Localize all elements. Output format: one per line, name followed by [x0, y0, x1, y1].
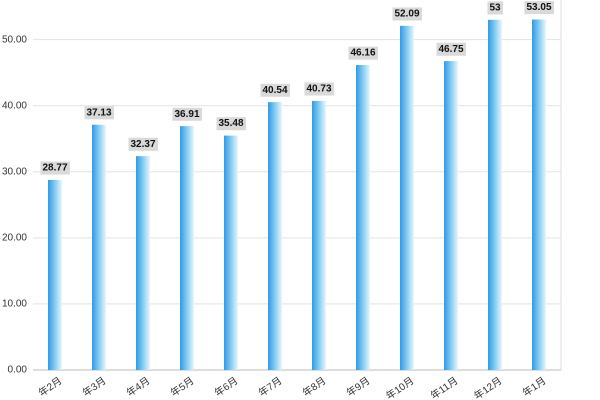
value-label: 53 — [489, 2, 501, 13]
value-label: 46.16 — [350, 48, 375, 59]
y-tick-label: 40.00 — [2, 100, 27, 111]
value-label-box — [524, 1, 554, 15]
value-label: 46.75 — [438, 44, 463, 55]
value-label-group: 53.05 — [524, 1, 554, 15]
value-label-group: 46.75 — [436, 42, 466, 56]
x-tick-label: 年9月 — [344, 374, 372, 399]
bar — [400, 25, 414, 371]
x-tick-label: 年4月 — [124, 374, 152, 399]
value-label-box — [40, 161, 70, 175]
value-label-group: 40.54 — [260, 83, 290, 97]
x-tick-label: 年11月 — [428, 374, 460, 400]
value-label-box — [487, 1, 503, 15]
x-tick-label: 年2月 — [36, 374, 64, 399]
y-tick-label: 50.00 — [2, 34, 27, 45]
value-label: 40.54 — [262, 85, 287, 96]
bar — [48, 179, 62, 370]
value-label: 32.37 — [130, 139, 155, 150]
value-label-group: 46.16 — [348, 46, 378, 60]
value-label-group: 35.48 — [216, 117, 246, 131]
bar — [224, 135, 238, 370]
value-label: 53.05 — [526, 2, 551, 13]
bar — [532, 19, 546, 371]
y-tick-label: 10.00 — [2, 299, 27, 310]
value-label-group: 28.77 — [40, 161, 70, 175]
value-label: 28.77 — [42, 163, 67, 174]
value-label-group: 52.09 — [392, 7, 422, 21]
value-label-box — [348, 46, 378, 60]
value-label-box — [436, 42, 466, 56]
value-label-box — [128, 137, 158, 151]
value-label-box — [172, 107, 202, 121]
bar — [180, 126, 194, 370]
value-label: 35.48 — [218, 118, 243, 129]
bar — [356, 65, 370, 370]
value-label: 52.09 — [394, 8, 419, 19]
value-label-group: 36.91 — [172, 107, 202, 121]
value-label-box — [304, 82, 334, 96]
x-tick-label: 年3月 — [80, 374, 108, 399]
x-tick-label: 年12月 — [471, 374, 504, 400]
bar — [268, 102, 282, 371]
value-label-box — [84, 106, 114, 120]
x-tick-label: 年8月 — [300, 374, 328, 399]
x-tick-label: 年1月 — [520, 374, 548, 399]
value-label: 40.73 — [306, 84, 331, 95]
y-tick-label: 30.00 — [2, 166, 27, 177]
y-tick-label: 20.00 — [2, 232, 27, 243]
value-label-box — [260, 83, 290, 97]
x-tick-label: 年5月 — [168, 374, 196, 399]
value-label-box — [392, 7, 422, 21]
y-tick-label: 0.00 — [8, 365, 28, 376]
x-tick-label: 年10月 — [383, 374, 416, 400]
value-label-group: 37.13 — [84, 106, 114, 120]
x-tick-label: 年6月 — [212, 374, 240, 399]
value-label-group: 32.37 — [128, 137, 158, 151]
value-label-group: 53 — [487, 1, 503, 15]
value-label-box — [216, 117, 246, 131]
bar — [136, 156, 150, 370]
bar — [488, 19, 502, 370]
bar — [92, 124, 106, 370]
value-label-group: 40.73 — [304, 82, 334, 96]
bar — [444, 61, 458, 371]
value-label: 37.13 — [86, 107, 111, 118]
x-tick-label: 年7月 — [256, 374, 284, 399]
value-label: 36.91 — [174, 109, 199, 120]
bar — [312, 100, 326, 370]
